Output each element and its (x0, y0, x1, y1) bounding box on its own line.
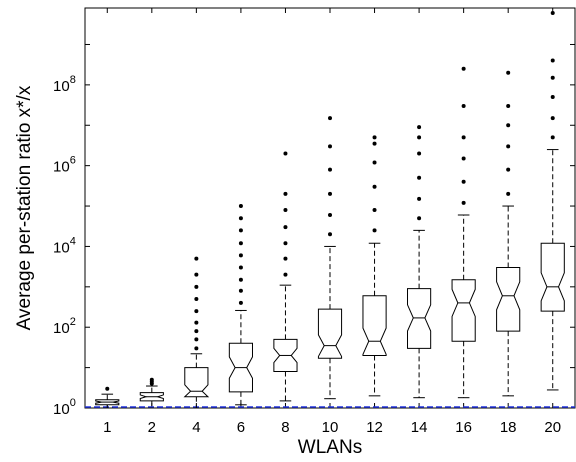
outlier-point (105, 386, 110, 391)
outlier-point (328, 232, 332, 237)
outlier-point (461, 156, 466, 161)
x-tick-label: 10 (322, 419, 339, 436)
outlier-point (238, 253, 243, 258)
x-tick-label: 20 (544, 419, 561, 436)
outlier-point (328, 191, 332, 196)
outlier-point (328, 213, 332, 218)
outlier-point (283, 151, 288, 156)
outlier-point (238, 277, 243, 282)
outlier-point (283, 272, 288, 277)
outlier-point (417, 151, 422, 156)
outlier-point (417, 196, 422, 201)
outlier-point (417, 125, 422, 130)
outlier-point (372, 160, 377, 165)
outlier-point (461, 135, 466, 140)
x-tick-label: 16 (455, 419, 472, 436)
outlier-point (328, 144, 332, 149)
outlier-point (238, 300, 243, 305)
x-tick-label: 4 (192, 419, 200, 436)
outlier-point (283, 191, 288, 196)
outlier-point (194, 309, 199, 314)
y-tick-label: 102 (53, 316, 76, 337)
outlier-point (283, 207, 288, 212)
y-axis-title: Average per-station ratio x*/x (14, 85, 35, 330)
y-tick-label: 100 (53, 397, 76, 418)
x-tick-label: 14 (411, 419, 428, 436)
outlier-point (372, 228, 377, 233)
box (407, 288, 432, 349)
box (451, 279, 476, 342)
outlier-point (461, 66, 466, 71)
outlier-point (238, 228, 243, 233)
outlier-point (194, 329, 199, 334)
outlier-point (506, 103, 511, 108)
outlier-point (283, 241, 288, 246)
box (183, 367, 210, 398)
outlier-point (372, 207, 377, 212)
outlier-point (328, 116, 332, 121)
outlier-point (238, 288, 243, 293)
x-axis-title: WLANs (298, 437, 362, 458)
y-tick-label: 104 (53, 235, 76, 256)
x-tick-label: 6 (237, 419, 245, 436)
outlier-point (328, 167, 332, 172)
box (540, 242, 565, 312)
outlier-point (550, 116, 555, 121)
outlier-point (372, 135, 377, 140)
outlier-point (194, 296, 199, 301)
outlier-point (417, 175, 422, 180)
x-tick-label: 18 (500, 419, 517, 436)
outlier-point (461, 103, 466, 108)
outlier-point (238, 216, 243, 221)
outlier-point (506, 70, 511, 75)
outlier-point (194, 346, 199, 351)
x-tick-label: 8 (281, 419, 289, 436)
outlier-point (550, 58, 555, 63)
outlier-point (372, 184, 377, 189)
outlier-point (417, 135, 422, 140)
box (362, 295, 387, 356)
outlier-point (194, 284, 199, 289)
outlier-point (149, 377, 154, 382)
outlier-point (506, 167, 511, 172)
y-tick-label: 106 (53, 155, 76, 176)
y-tick-label: 108 (53, 74, 76, 95)
outlier-point (194, 337, 199, 342)
outlier-point (461, 200, 466, 205)
outlier-point (506, 123, 511, 128)
outlier-point (550, 95, 555, 100)
outlier-point (194, 256, 199, 261)
box (496, 267, 521, 332)
outlier-point (238, 204, 243, 209)
x-tick-label: 1 (103, 419, 111, 436)
outlier-point (283, 225, 288, 230)
box (317, 308, 343, 359)
outlier-point (550, 135, 555, 140)
x-tick-label: 12 (366, 419, 383, 436)
outlier-point (238, 265, 243, 270)
x-tick-label: 2 (148, 419, 156, 436)
outlier-point (417, 216, 422, 221)
outlier-point (283, 256, 288, 261)
outlier-point (238, 241, 243, 246)
outlier-point (550, 75, 555, 80)
outlier-point (194, 320, 199, 325)
outlier-point (461, 179, 466, 184)
outlier-point (506, 144, 511, 149)
outlier-point (550, 11, 555, 16)
outlier-point (194, 272, 199, 277)
outlier-point (372, 141, 377, 146)
outlier-point (506, 191, 511, 196)
